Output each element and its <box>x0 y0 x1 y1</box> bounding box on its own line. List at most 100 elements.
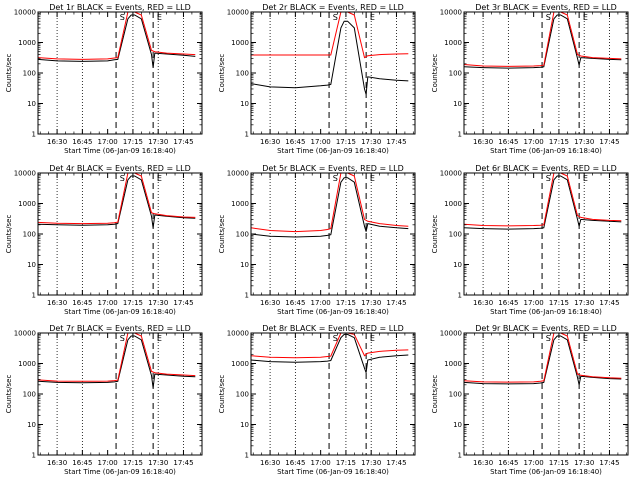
events-series-line <box>37 14 196 68</box>
y-tick-label: 10000 <box>440 9 462 17</box>
lld-series-line <box>37 332 196 382</box>
x-axis-label: Start Time (06-Jan-09 16:18:40) <box>277 468 389 476</box>
y-tick-label: 100 <box>236 70 249 78</box>
plot-frame <box>463 11 629 135</box>
y-tick-label: 10 <box>240 100 249 108</box>
x-tick-label: 16:30 <box>473 299 493 307</box>
x-tick-label: 17:00 <box>524 299 544 307</box>
marker-E: E <box>583 174 588 183</box>
y-tick-label: 1 <box>32 292 36 300</box>
x-tick-label: 17:30 <box>148 138 168 146</box>
x-axis-label: Start Time (06-Jan-09 16:18:40) <box>64 468 176 476</box>
lld-series-line <box>37 11 196 60</box>
x-tick-label: 17:30 <box>574 459 594 467</box>
x-axis-label: Start Time (06-Jan-09 16:18:40) <box>64 308 176 316</box>
plot-frame <box>37 332 203 456</box>
events-series-line <box>250 333 409 373</box>
y-tick-label: 100 <box>449 391 462 399</box>
panel-title: Det 3r BLACK = Events, RED = LLD <box>475 3 617 12</box>
y-tick-label: 10000 <box>227 330 249 338</box>
x-tick-label: 16:45 <box>498 299 518 307</box>
x-tick-label: 16:45 <box>72 138 92 146</box>
y-tick-label: 100 <box>449 70 462 78</box>
x-tick-label: 17:30 <box>148 459 168 467</box>
y-tick-label: 1000 <box>444 200 462 208</box>
x-tick-label: 17:30 <box>361 138 381 146</box>
lld-series-line <box>37 172 196 225</box>
x-tick-label: 17:30 <box>361 459 381 467</box>
y-axis-label: Counts/sec <box>218 54 226 93</box>
y-tick-label: 1000 <box>444 360 462 368</box>
y-tick-label: 1000 <box>231 360 249 368</box>
y-tick-label: 10000 <box>14 330 36 338</box>
marker-S: S <box>120 174 125 183</box>
y-axis-label: Counts/sec <box>5 215 13 254</box>
marker-S: S <box>546 174 551 183</box>
x-tick-label: 17:15 <box>336 299 356 307</box>
plot-frame <box>463 332 629 456</box>
y-tick-label: 10 <box>240 421 249 429</box>
x-tick-label: 17:45 <box>173 459 193 467</box>
x-axis-label: Start Time (06-Jan-09 16:18:40) <box>490 308 602 316</box>
x-tick-label: 17:30 <box>361 299 381 307</box>
x-tick-label: 17:45 <box>386 459 406 467</box>
lld-series-line <box>250 172 409 233</box>
y-tick-label: 1 <box>32 452 36 460</box>
marker-E: E <box>370 13 375 22</box>
x-tick-label: 17:00 <box>311 299 331 307</box>
x-tick-label: 16:45 <box>285 138 305 146</box>
x-axis-label: Start Time (06-Jan-09 16:18:40) <box>277 308 389 316</box>
events-series-line <box>250 177 409 238</box>
marker-S: S <box>120 13 125 22</box>
y-tick-label: 10 <box>240 261 249 269</box>
x-tick-label: 16:30 <box>473 138 493 146</box>
lld-series-line <box>463 332 622 383</box>
marker-S: S <box>120 334 125 343</box>
lld-series-line <box>250 332 409 359</box>
panel-title: Det 7r BLACK = Events, RED = LLD <box>49 324 191 333</box>
marker-E: E <box>157 174 162 183</box>
x-tick-label: 17:45 <box>599 299 619 307</box>
panel-title: Det 5r BLACK = Events, RED = LLD <box>262 164 404 173</box>
y-tick-label: 10000 <box>227 170 249 178</box>
x-tick-label: 17:00 <box>98 299 118 307</box>
x-tick-label: 16:45 <box>498 459 518 467</box>
y-axis-label: Counts/sec <box>431 375 439 414</box>
y-tick-label: 100 <box>449 231 462 239</box>
x-tick-label: 17:00 <box>524 138 544 146</box>
y-tick-label: 1 <box>32 131 36 139</box>
x-tick-label: 17:00 <box>311 138 331 146</box>
marker-S: S <box>546 334 551 343</box>
marker-S: S <box>546 13 551 22</box>
y-tick-label: 1000 <box>18 39 36 47</box>
y-tick-label: 1000 <box>444 39 462 47</box>
y-tick-label: 100 <box>23 70 36 78</box>
plot-frame <box>37 172 203 296</box>
x-tick-label: 17:15 <box>123 299 143 307</box>
x-tick-label: 17:00 <box>311 459 331 467</box>
x-tick-label: 17:30 <box>574 299 594 307</box>
y-tick-label: 10000 <box>440 330 462 338</box>
y-tick-label: 10 <box>453 261 462 269</box>
panel-title: Det 8r BLACK = Events, RED = LLD <box>262 324 404 333</box>
x-tick-label: 17:00 <box>524 459 544 467</box>
lld-series-line <box>463 172 622 227</box>
y-tick-label: 10000 <box>227 9 249 17</box>
y-tick-label: 100 <box>236 391 249 399</box>
plot-frame <box>250 172 416 296</box>
y-tick-label: 1 <box>458 131 462 139</box>
x-tick-label: 16:30 <box>47 459 67 467</box>
x-tick-label: 17:15 <box>549 299 569 307</box>
plot-frame <box>463 172 629 296</box>
y-tick-label: 1000 <box>231 200 249 208</box>
x-tick-label: 16:45 <box>72 299 92 307</box>
y-axis-label: Counts/sec <box>218 215 226 254</box>
x-tick-label: 17:45 <box>386 138 406 146</box>
x-tick-label: 17:45 <box>173 138 193 146</box>
